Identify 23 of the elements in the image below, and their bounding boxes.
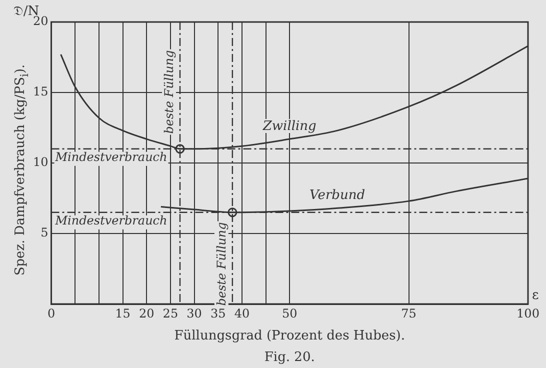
x-tick-label: 0: [47, 306, 56, 320]
x-tick-label: 40: [234, 306, 250, 320]
x-axis-title: Füllungsgrad (Prozent des Hubes).: [174, 328, 406, 344]
text: ε: [532, 288, 539, 303]
ref-line-label: Mindestverbrauch: [54, 213, 168, 228]
y-tick-label: 20: [32, 14, 48, 28]
series-label: Zwilling: [262, 118, 316, 134]
x-tick-label: 50: [282, 306, 298, 320]
y-tick-label: 10: [32, 155, 48, 170]
ref-line-label: beste Füllung: [214, 222, 229, 306]
ref-line-label: Mindestverbrauch: [54, 150, 168, 164]
x-tick-label: 75: [401, 306, 416, 320]
x-tick-label: 20: [138, 306, 154, 320]
ref-line-label: beste Füllung: [162, 50, 176, 134]
x-tick-label: 15: [115, 306, 130, 320]
x-tick-label: 30: [186, 306, 202, 320]
caption: Fig. 20.: [264, 350, 315, 365]
series-label: Verbund: [310, 188, 366, 203]
y-tick-label: 15: [32, 84, 48, 99]
x-tick-label: 35: [210, 306, 226, 320]
x-tick-label: 25: [162, 306, 178, 320]
y-tick-label: 5: [40, 226, 48, 240]
x-tick-label: 100: [516, 306, 540, 320]
